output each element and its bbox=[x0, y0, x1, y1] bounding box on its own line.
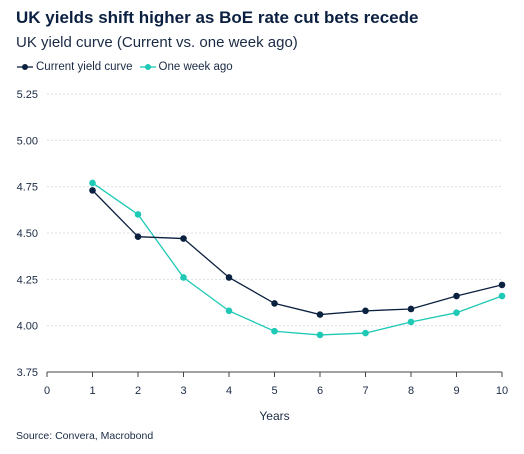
data-point-week-ago bbox=[89, 179, 96, 187]
x-tick-label: 7 bbox=[362, 385, 368, 397]
legend-label-current: Current yield curve bbox=[36, 61, 133, 73]
y-tick-label: 5.00 bbox=[17, 135, 38, 147]
data-point-week-ago bbox=[134, 211, 142, 218]
x-tick-label: 3 bbox=[180, 385, 186, 397]
legend-marker-week-ago bbox=[139, 64, 156, 70]
y-tick-label: 5.25 bbox=[17, 89, 38, 101]
y-tick-label: 3.75 bbox=[17, 367, 38, 379]
x-axis-label: Years bbox=[259, 409, 289, 423]
x-tick-label: 8 bbox=[408, 385, 414, 397]
y-tick-label: 4.50 bbox=[17, 228, 38, 240]
x-tick-label: 9 bbox=[453, 385, 459, 397]
x-tick-label: 1 bbox=[89, 385, 95, 397]
y-tick-label: 4.75 bbox=[17, 182, 38, 194]
legend-marker-current bbox=[17, 64, 33, 70]
data-point-current bbox=[134, 233, 142, 241]
data-point-week-ago bbox=[362, 329, 369, 337]
data-point-current bbox=[407, 305, 415, 313]
data-point-current bbox=[453, 292, 460, 300]
y-tick-label: 4.25 bbox=[17, 274, 38, 286]
data-point-current bbox=[89, 187, 96, 194]
data-point-week-ago bbox=[407, 318, 415, 326]
data-point-week-ago bbox=[180, 274, 187, 281]
chart-title: UK yields shift higher as BoE rate cut b… bbox=[16, 8, 419, 27]
series-line-week-ago bbox=[92, 182, 503, 336]
data-point-week-ago bbox=[316, 331, 324, 339]
x-tick-label: 6 bbox=[317, 385, 323, 397]
x-tick-label: 5 bbox=[271, 385, 277, 397]
data-point-current bbox=[225, 274, 233, 281]
data-point-week-ago bbox=[225, 307, 233, 315]
data-point-current bbox=[498, 281, 506, 289]
legend: Current yield curve One week ago bbox=[16, 61, 239, 73]
x-tick-label: 4 bbox=[226, 385, 232, 397]
x-tick-label: 0 bbox=[44, 385, 50, 397]
source-note: Source: Convera, Macrobond bbox=[16, 430, 154, 442]
data-point-current bbox=[316, 311, 324, 318]
x-tick-label: 10 bbox=[496, 385, 508, 397]
data-point-current bbox=[180, 235, 187, 242]
series-line-current bbox=[92, 189, 503, 316]
data-point-current bbox=[271, 300, 278, 307]
legend-item-week-ago: One week ago bbox=[139, 61, 233, 73]
data-point-week-ago bbox=[453, 309, 460, 316]
data-point-week-ago bbox=[271, 327, 278, 335]
legend-label-week-ago: One week ago bbox=[158, 61, 233, 73]
x-tick-label: 2 bbox=[135, 385, 141, 397]
legend-item-current: Current yield curve bbox=[16, 61, 133, 73]
y-tick-label: 4.00 bbox=[17, 321, 38, 333]
data-point-current bbox=[362, 307, 369, 315]
chart-subtitle: UK yield curve (Current vs. one week ago… bbox=[16, 34, 298, 51]
data-point-week-ago bbox=[498, 292, 506, 300]
